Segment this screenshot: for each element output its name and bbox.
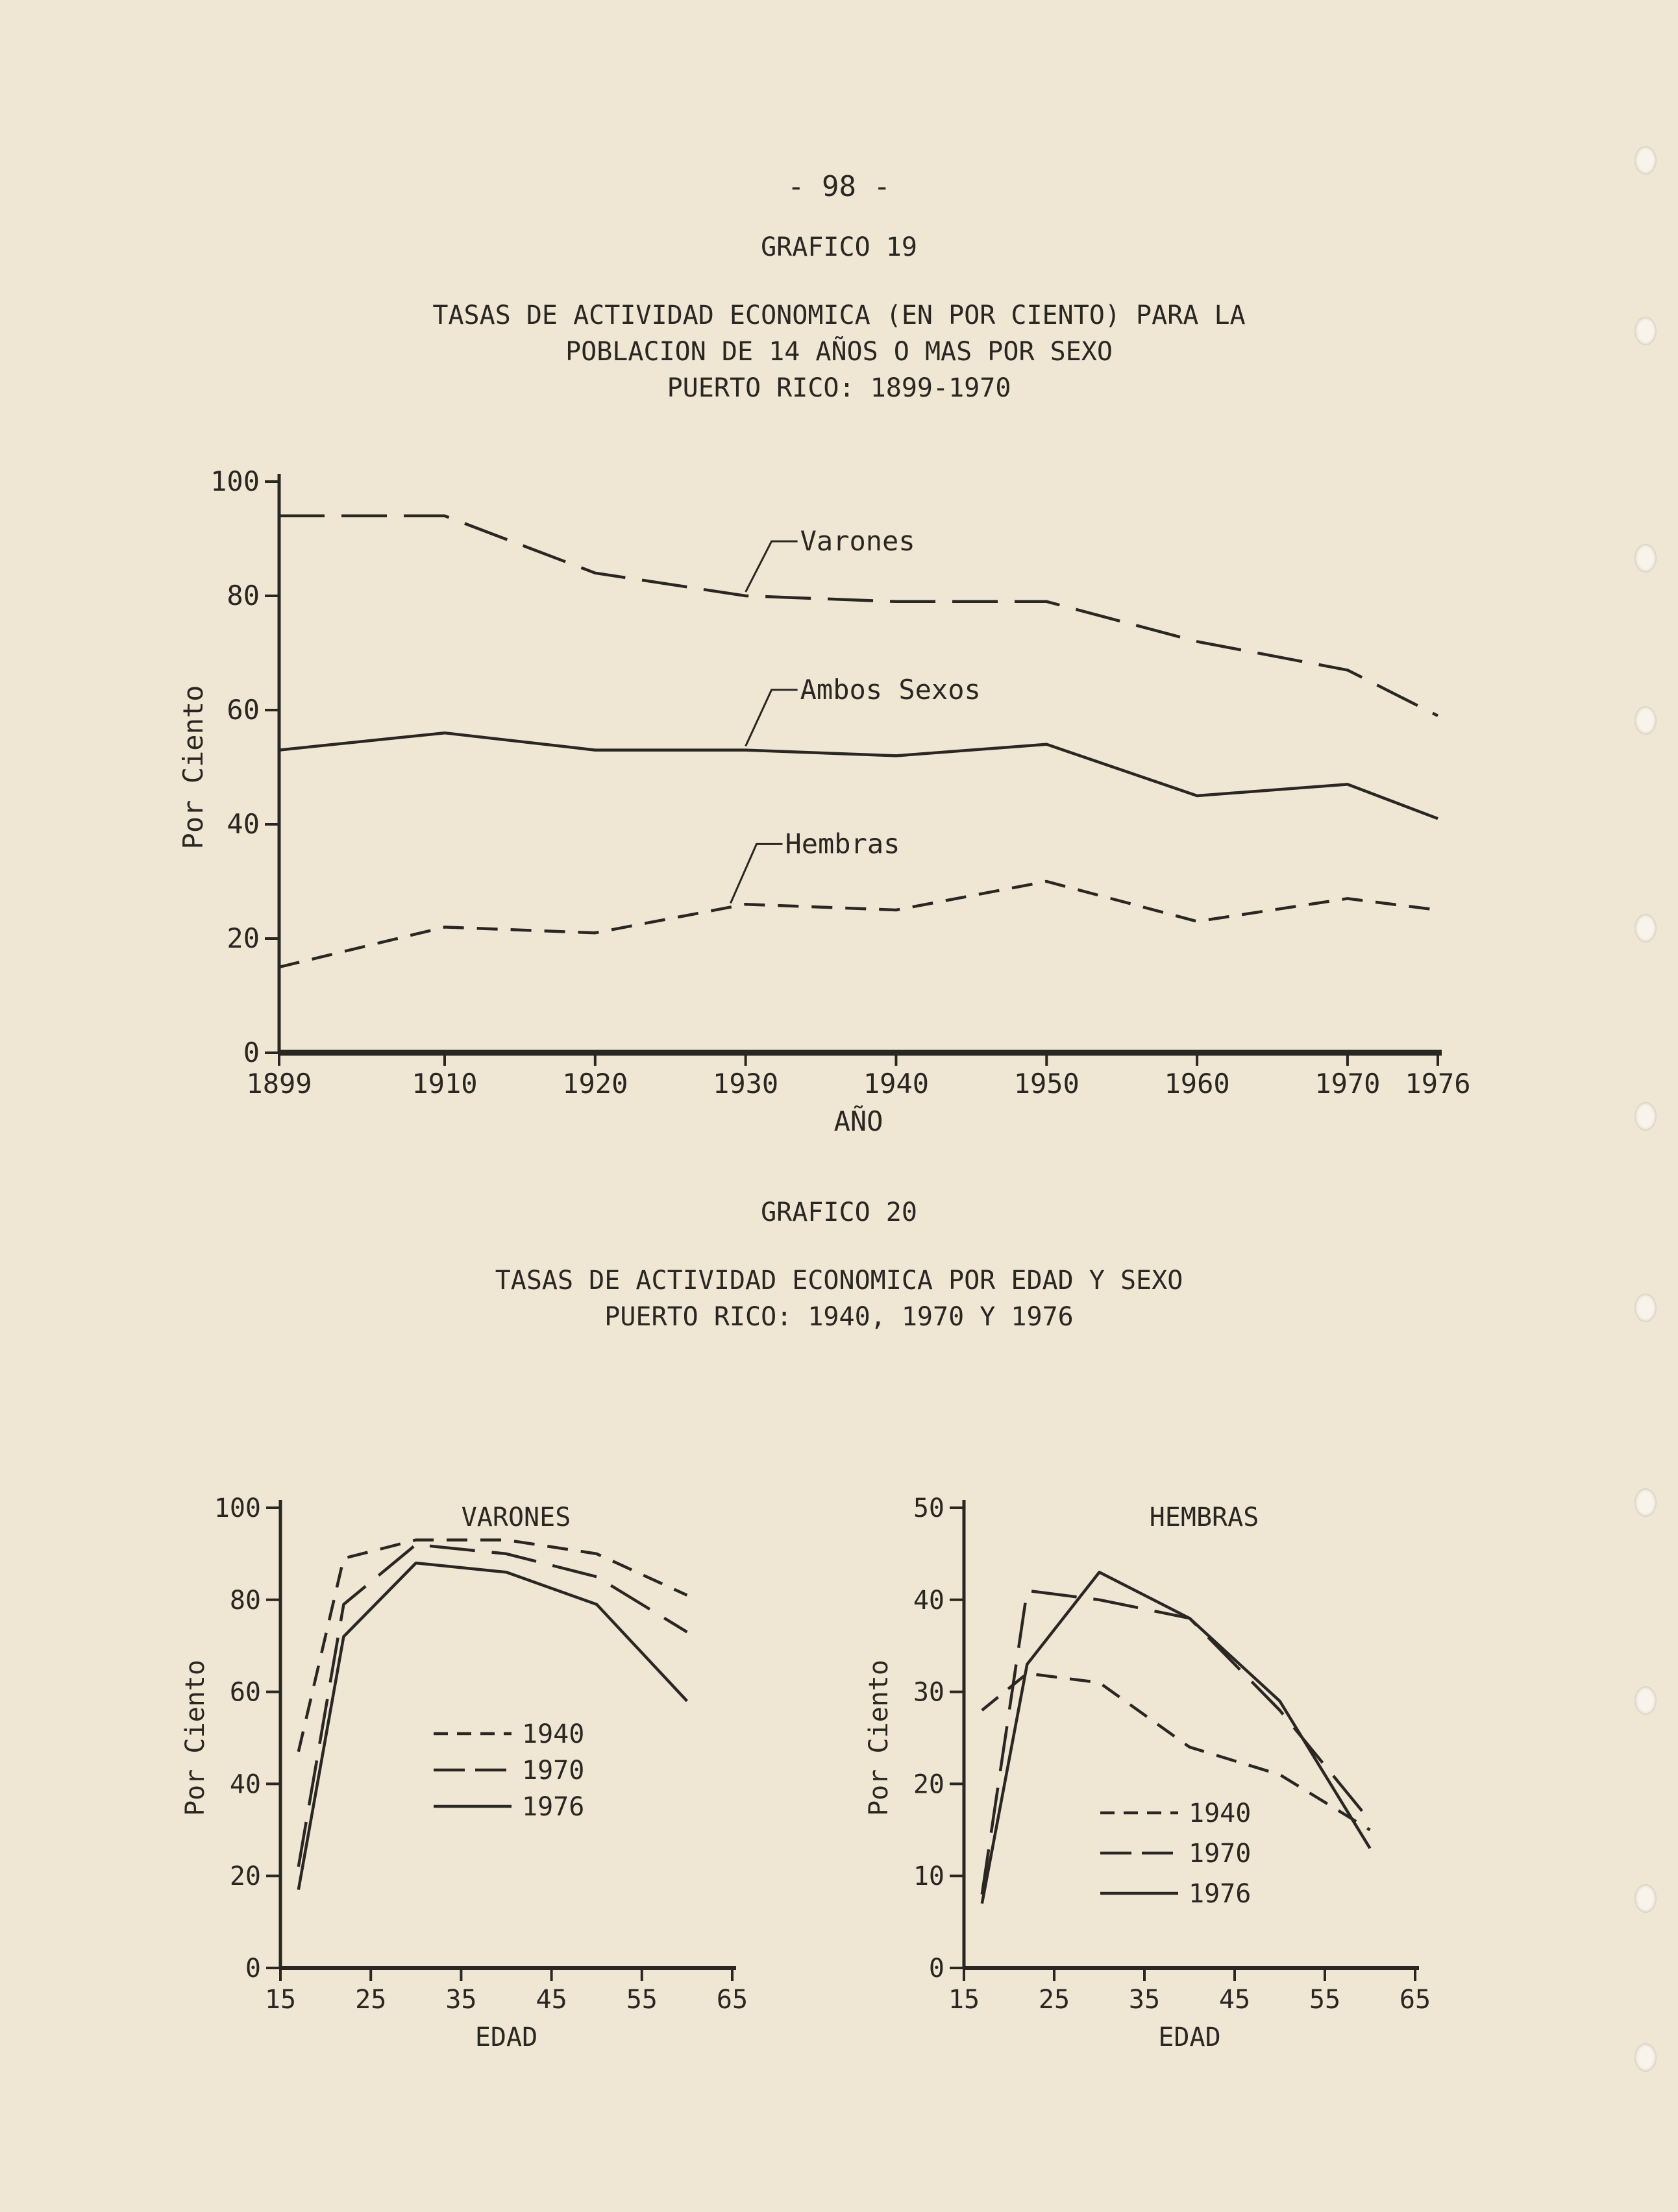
x-tick-label: 55	[1309, 1985, 1340, 2015]
binder-hole	[1635, 1294, 1657, 1322]
y-tick-label: 20	[227, 922, 260, 954]
y-tick-label: 40	[913, 1586, 944, 1616]
y-axis-label: Por Ciento	[177, 685, 209, 850]
y-tick-label: 0	[929, 1954, 944, 1984]
title-line: TASAS DE ACTIVIDAD ECONOMICA POR EDAD Y …	[495, 1266, 1183, 1296]
chart-grafico-19: 0 20 40 60 80 100 1899 1910 1920 1930 1940 1950 1960…	[177, 465, 1471, 1137]
y-tick-label: 20	[913, 1769, 944, 1799]
x-axis-label: EDAD	[1158, 2022, 1220, 2052]
x-tick-label: 55	[626, 1985, 658, 2015]
series-label: Ambos Sexos	[800, 674, 981, 706]
y-axis-label: Por Ciento	[864, 1660, 894, 1816]
chart-title-grafico-20: TASAS DE ACTIVIDAD ECONOMICA POR EDAD Y …	[0, 1262, 1678, 1335]
y-tick-label: 30	[913, 1678, 944, 1708]
title-line: PUERTO RICO: 1899-1970	[667, 373, 1011, 403]
title-line: POBLACION DE 14 AÑOS O MAS POR SEXO	[565, 337, 1113, 367]
x-tick-label: 1970	[1314, 1068, 1380, 1100]
chart-label-grafico-20: GRAFICO 20	[761, 1198, 917, 1227]
title-line: TASAS DE ACTIVIDAD ECONOMICA (EN POR CIE…	[432, 301, 1246, 330]
chart-title-grafico-19: TASAS DE ACTIVIDAD ECONOMICA (EN POR CIE…	[0, 297, 1678, 406]
x-tick-label: 1960	[1165, 1068, 1230, 1100]
binder-hole	[1635, 1686, 1657, 1715]
y-tick-label: 20	[230, 1862, 261, 1891]
y-tick-label: 10	[913, 1862, 944, 1891]
binder-hole	[1635, 1884, 1657, 1913]
x-tick-label: 1950	[1014, 1068, 1080, 1100]
x-tick-label: 1920	[562, 1068, 628, 1100]
series-label: Hembras	[785, 828, 900, 859]
series-line-1976	[980, 1571, 1372, 1904]
panel-title: HEMBRAS	[1150, 1503, 1259, 1532]
y-tick-label: 100	[210, 465, 260, 497]
legend-label: 1940	[522, 1719, 584, 1749]
x-tick-label: 1899	[246, 1068, 312, 1100]
y-tick-label: 50	[913, 1493, 944, 1523]
binder-hole	[1635, 706, 1657, 735]
x-tick-label: 35	[1129, 1985, 1160, 2015]
x-tick-label: 15	[265, 1985, 296, 2015]
legend-label: 1976	[522, 1792, 584, 1822]
y-tick-label: 80	[230, 1586, 261, 1616]
series-line-varones	[279, 514, 1439, 717]
series-line-ambos-sexos	[278, 731, 1438, 820]
x-tick-label: 35	[445, 1985, 476, 2015]
series-label-leader	[745, 689, 798, 747]
y-tick-label: 60	[230, 1678, 261, 1708]
series-line-1940	[297, 1538, 688, 1752]
binder-hole	[1635, 1102, 1657, 1131]
x-tick-label: 45	[536, 1985, 567, 2015]
x-tick-label: 25	[355, 1985, 386, 2015]
x-tick-label: 1976	[1405, 1068, 1470, 1100]
y-tick-label: 0	[243, 1037, 260, 1068]
chart-label-grafico-19: GRAFICO 19	[761, 232, 917, 262]
binder-hole	[1635, 1488, 1657, 1517]
x-axis-label: AÑO	[834, 1105, 883, 1137]
binder-hole	[1635, 544, 1657, 572]
page-number: - 98 -	[787, 170, 891, 203]
series-label: Varones	[800, 525, 915, 557]
x-tick-label: 1930	[713, 1068, 778, 1100]
x-axis-label: EDAD	[475, 2022, 537, 2052]
series-line-1976	[297, 1561, 689, 1890]
x-tick-label: 45	[1219, 1985, 1250, 2015]
y-tick-label: 80	[227, 580, 260, 611]
series-line-1940	[981, 1671, 1371, 1832]
y-tick-label: 0	[245, 1954, 261, 1984]
legend-label: 1970	[1189, 1839, 1251, 1869]
panel-title: VARONES	[462, 1503, 571, 1532]
legend-label: 1970	[522, 1756, 584, 1786]
legend-label: 1976	[1189, 1879, 1251, 1909]
y-tick-label: 40	[227, 808, 260, 840]
series-line-1970	[980, 1589, 1372, 1895]
legend-label: 1940	[1189, 1799, 1251, 1828]
series-line-hembras	[278, 879, 1438, 969]
x-tick-label: 1940	[863, 1068, 929, 1100]
y-axis-label: Por Ciento	[180, 1660, 210, 1816]
x-tick-label: 15	[948, 1985, 980, 2015]
y-tick-label: 100	[214, 1493, 261, 1523]
x-tick-label: 65	[717, 1985, 748, 2015]
binder-hole	[1635, 914, 1657, 942]
x-tick-label: 65	[1400, 1985, 1431, 2015]
binder-hole	[1635, 317, 1657, 345]
series-label-leader	[730, 842, 783, 904]
x-tick-label: 1910	[412, 1068, 477, 1100]
binder-hole	[1635, 2043, 1657, 2072]
x-tick-label: 25	[1039, 1985, 1070, 2015]
y-tick-label: 40	[230, 1769, 261, 1799]
series-label-leader	[745, 540, 798, 593]
y-tick-label: 60	[227, 694, 260, 726]
binder-hole	[1635, 146, 1657, 175]
series-line-1970	[297, 1543, 688, 1867]
title-line: PUERTO RICO: 1940, 1970 Y 1976	[604, 1302, 1074, 1332]
